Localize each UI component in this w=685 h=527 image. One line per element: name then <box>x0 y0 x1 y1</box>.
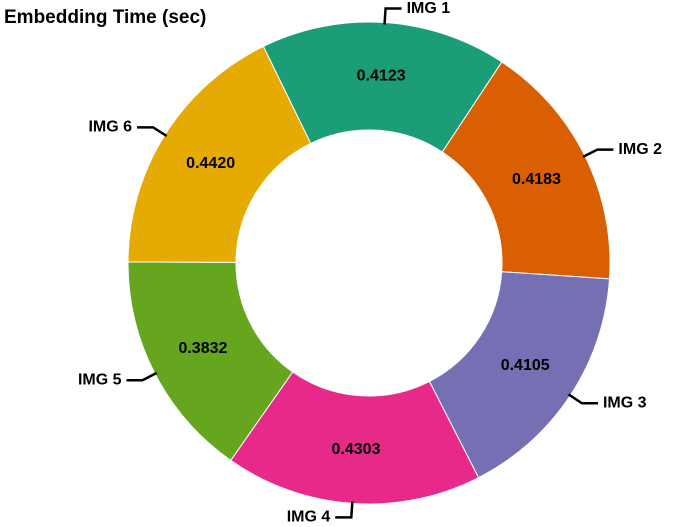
leader-line <box>335 501 354 519</box>
category-label: IMG 2 <box>618 141 662 158</box>
slice <box>127 45 312 263</box>
category-label: IMG 3 <box>603 394 647 411</box>
category-label: IMG 5 <box>78 371 122 388</box>
leader-line <box>383 7 402 25</box>
value-label: 0.4183 <box>512 171 561 188</box>
leader-line <box>137 126 168 137</box>
value-label: 0.4420 <box>186 155 235 172</box>
leader-line <box>582 148 614 158</box>
chart-title: Embedding Time (sec) <box>4 7 206 28</box>
category-label: IMG 6 <box>88 119 132 136</box>
slice <box>262 21 503 153</box>
value-label: 0.4105 <box>501 357 550 374</box>
value-label: 0.4303 <box>332 441 381 458</box>
value-label: 0.4123 <box>357 68 406 85</box>
category-label: IMG 1 <box>407 0 451 17</box>
leader-line <box>567 393 598 405</box>
category-label: IMG 4 <box>287 509 331 526</box>
leader-line <box>126 371 158 382</box>
slice <box>428 271 611 479</box>
slice <box>230 371 480 505</box>
slice <box>441 61 611 280</box>
value-label: 0.3832 <box>178 340 227 357</box>
